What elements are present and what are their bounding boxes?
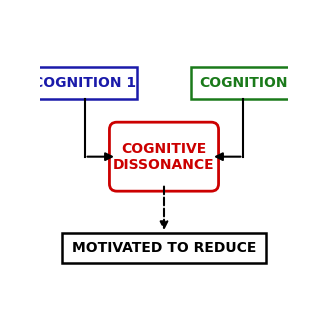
Text: COGNITION 1: COGNITION 1 xyxy=(33,76,136,90)
Text: MOTIVATED TO REDUCE: MOTIVATED TO REDUCE xyxy=(72,241,256,255)
FancyBboxPatch shape xyxy=(191,67,295,99)
FancyBboxPatch shape xyxy=(109,122,219,191)
Text: COGNITION: COGNITION xyxy=(199,76,288,90)
Text: COGNITIVE
DISSONANCE: COGNITIVE DISSONANCE xyxy=(113,141,215,172)
FancyBboxPatch shape xyxy=(33,67,137,99)
FancyBboxPatch shape xyxy=(62,233,266,263)
